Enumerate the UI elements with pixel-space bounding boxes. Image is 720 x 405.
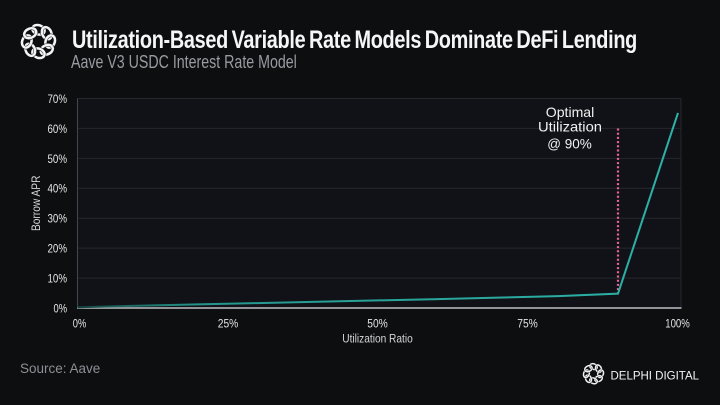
svg-text:Utilization Ratio: Utilization Ratio xyxy=(342,332,413,346)
svg-text:25%: 25% xyxy=(218,317,239,331)
svg-text:0%: 0% xyxy=(54,301,68,315)
svg-text:100%: 100% xyxy=(665,317,690,331)
svg-text:50%: 50% xyxy=(48,152,68,166)
svg-text:Borrow APR: Borrow APR xyxy=(29,176,43,232)
svg-text:75%: 75% xyxy=(517,317,538,331)
svg-text:40%: 40% xyxy=(48,182,68,196)
svg-text:10%: 10% xyxy=(48,272,68,286)
svg-text:Utilization: Utilization xyxy=(538,119,602,135)
svg-text:70%: 70% xyxy=(48,92,68,106)
svg-text:60%: 60% xyxy=(48,122,68,136)
svg-text:Optimal: Optimal xyxy=(546,104,595,120)
svg-text:20%: 20% xyxy=(48,242,68,256)
svg-text:50%: 50% xyxy=(367,317,388,331)
svg-text:@ 90%: @ 90% xyxy=(547,135,592,151)
svg-text:DELPHI DIGITAL: DELPHI DIGITAL xyxy=(611,371,702,383)
svg-text:0%: 0% xyxy=(73,317,87,331)
svg-text:30%: 30% xyxy=(48,212,68,226)
